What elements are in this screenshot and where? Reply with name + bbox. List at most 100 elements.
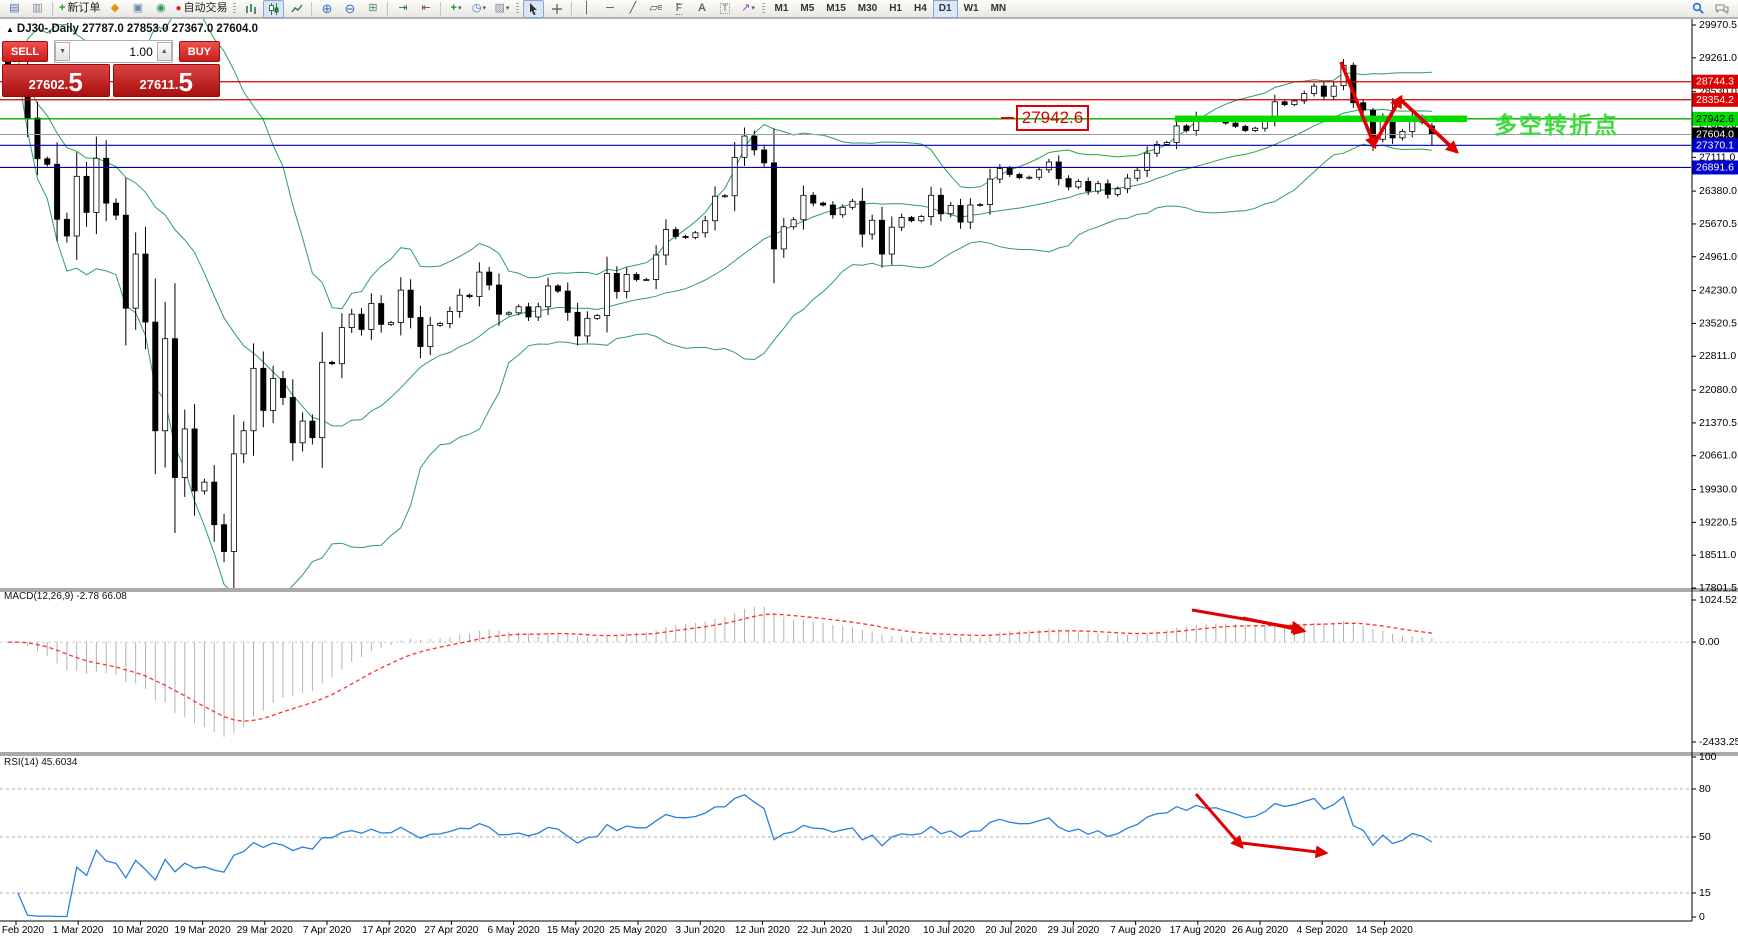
crosshair-button[interactable]: [546, 0, 567, 18]
bar-chart-button[interactable]: [240, 0, 261, 18]
horizontal-line-button[interactable]: ─: [599, 0, 620, 18]
svg-text:19930.0: 19930.0: [1699, 484, 1737, 496]
collapse-triangle-icon[interactable]: ▲: [6, 25, 14, 34]
timeframe-button-m15[interactable]: M15: [826, 3, 846, 14]
volume-decrease-button[interactable]: ▼: [55, 42, 71, 61]
timeframe-button-d1[interactable]: D1: [932, 0, 958, 18]
toolbar-grip: [516, 2, 520, 15]
svg-text:17 Aug 2020: 17 Aug 2020: [1170, 925, 1227, 936]
trendline-icon: ╱: [629, 2, 637, 14]
templates-button[interactable]: ▨ ▾: [494, 2, 510, 14]
market-depth-icon: ◆: [110, 2, 120, 14]
templates-icon: ▨: [494, 2, 505, 14]
svg-text:-2433.25: -2433.25: [1699, 736, 1738, 748]
search-button[interactable]: [1688, 0, 1709, 18]
timeframe-button-h4[interactable]: H4: [914, 3, 927, 14]
arrows-icon: ↗: [741, 2, 751, 14]
zoom-out-button[interactable]: ⊖: [339, 0, 360, 18]
sell-price-display[interactable]: 27602. 5: [2, 64, 110, 97]
macd-pane: [0, 606, 1691, 737]
time-axis: 20 Feb 2020 1 Mar 2020 10 Mar 2020 19 Mar 2…: [0, 921, 1413, 936]
indicators-button[interactable]: + ▾: [450, 2, 462, 14]
market-depth-button[interactable]: ◆: [104, 0, 125, 18]
data-window-button[interactable]: ▥: [27, 0, 48, 18]
bollinger-middle-line: [17, 68, 1432, 427]
chart-shift-button[interactable]: ⇤: [415, 0, 436, 18]
periods-clock-icon: ◷: [471, 2, 482, 14]
crosshair-icon: [551, 3, 562, 14]
chart-shift-icon: ⇤: [421, 2, 431, 14]
axis-badge: [1692, 127, 1738, 142]
zoom-in-button[interactable]: ⊕: [316, 0, 337, 18]
svg-text:24230.0: 24230.0: [1699, 285, 1737, 297]
rsi-indicator-label: RSI(14) 45.6034: [4, 757, 78, 768]
zoom-out-icon: ⊖: [344, 1, 356, 16]
svg-text:26 Aug 2020: 26 Aug 2020: [1232, 925, 1289, 936]
svg-text:3 Jun 2020: 3 Jun 2020: [675, 925, 725, 936]
price-annotation-tick: [1001, 117, 1014, 119]
candlestick-chart-icon: [268, 2, 279, 15]
svg-text:50: 50: [1699, 831, 1711, 843]
tile-windows-button[interactable]: ⊞: [362, 0, 383, 18]
volume-control: ▼ ▲: [54, 40, 173, 63]
auto-scroll-button[interactable]: ⇥: [392, 0, 413, 18]
svg-text:25 May 2020: 25 May 2020: [609, 925, 667, 936]
sell-button[interactable]: SELL: [2, 41, 49, 62]
signals-icon: ◉: [156, 2, 166, 14]
volume-increase-button[interactable]: ▲: [156, 42, 172, 61]
cursor-button[interactable]: [523, 0, 545, 18]
periods-button[interactable]: ◷ ▾: [471, 2, 487, 14]
svg-text:29261.0: 29261.0: [1699, 52, 1737, 64]
svg-text:23520.5: 23520.5: [1699, 317, 1737, 329]
price-annotation-box[interactable]: 27942.6: [1016, 105, 1089, 131]
svg-text:22080.0: 22080.0: [1699, 384, 1737, 396]
divider: [311, 1, 313, 16]
svg-text:26891.6: 26891.6: [1696, 161, 1734, 173]
axis-badge: [1692, 160, 1738, 175]
auto-trading-button[interactable]: ● 自动交易: [175, 2, 228, 14]
arrows-button[interactable]: ↗ ▾: [741, 2, 755, 14]
svg-text:29970.5: 29970.5: [1699, 19, 1737, 31]
text-button[interactable]: A: [691, 0, 712, 18]
volume-input[interactable]: [70, 43, 157, 60]
text-label-icon: T: [720, 3, 730, 14]
trendline-button[interactable]: ╱: [622, 0, 643, 18]
fibonacci-button[interactable]: F: [668, 0, 689, 18]
svg-text:20 Jul 2020: 20 Jul 2020: [985, 925, 1037, 936]
pivot-highlight-band: [1175, 115, 1467, 123]
svg-text:20661.0: 20661.0: [1699, 450, 1737, 462]
vertical-line-button[interactable]: │: [576, 0, 597, 18]
text-icon: A: [698, 2, 706, 14]
one-click-trading-panel: SELL ▼ ▲ BUY 27602.5 27611.5: [2, 40, 220, 97]
chat-button[interactable]: [1711, 0, 1732, 18]
text-label-button[interactable]: T: [714, 0, 735, 18]
line-chart-button[interactable]: [286, 0, 307, 18]
candlestick-chart-button[interactable]: [263, 0, 285, 18]
svg-text:29 Jul 2020: 29 Jul 2020: [1048, 925, 1100, 936]
timeframe-button-m5[interactable]: M5: [800, 3, 815, 14]
new-order-icon: +: [59, 2, 66, 14]
turning-point-annotation[interactable]: 多空转折点: [1494, 112, 1619, 138]
buy-price-display[interactable]: 27611. 5: [112, 64, 220, 97]
svg-text:27942.6: 27942.6: [1696, 113, 1734, 125]
signals-button[interactable]: ◉: [150, 0, 171, 18]
timeframe-button-mn[interactable]: MN: [990, 3, 1007, 14]
equidistant-channel-button[interactable]: ▱ E: [649, 2, 663, 14]
buy-button[interactable]: BUY: [178, 41, 220, 62]
timeframe-button-h1[interactable]: H1: [889, 3, 902, 14]
timeframe-button-w1[interactable]: W1: [963, 3, 979, 14]
bollinger-upper-line: [17, 19, 1432, 310]
main-pane: [0, 19, 1691, 588]
new-order-button[interactable]: + 新订单: [59, 2, 101, 14]
svg-text:28744.3: 28744.3: [1696, 76, 1734, 88]
timeframe-button-m1[interactable]: M1: [774, 3, 789, 14]
timeframe-button-m30[interactable]: M30: [857, 3, 878, 14]
chart-windows-button[interactable]: ▤: [4, 0, 25, 18]
strategy-tester-button[interactable]: ▣: [127, 0, 148, 18]
svg-text:12 Jun 2020: 12 Jun 2020: [735, 925, 790, 936]
svg-text:18511.0: 18511.0: [1699, 549, 1736, 561]
svg-text:27370.1: 27370.1: [1696, 139, 1734, 151]
svg-text:0.00: 0.00: [1699, 636, 1720, 648]
svg-text:80: 80: [1699, 783, 1711, 795]
